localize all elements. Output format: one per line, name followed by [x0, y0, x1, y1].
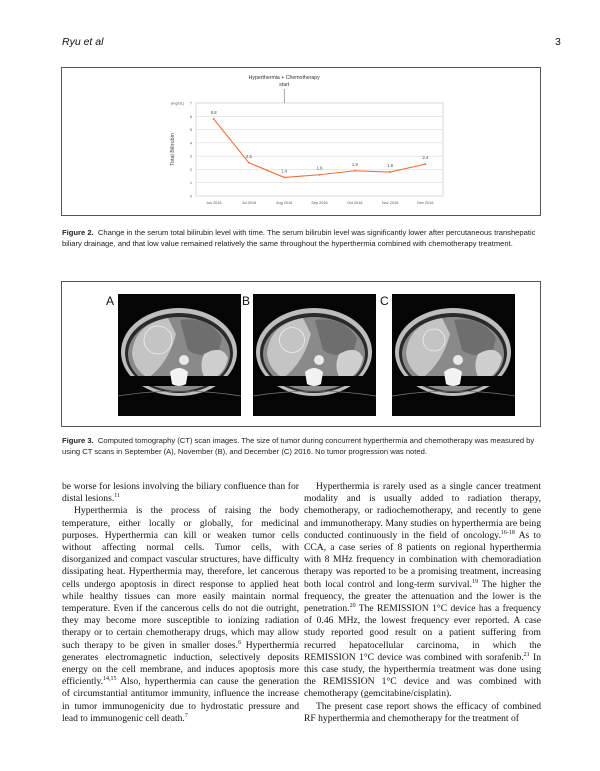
plot-area	[195, 102, 444, 197]
y-tick-label: 2	[190, 168, 192, 172]
data-point	[424, 163, 427, 166]
data-point	[283, 176, 286, 179]
y-unit-label: (mg/dL)	[171, 102, 185, 106]
text-run: Hyperthermia generates electromagnetic i…	[62, 639, 299, 688]
data-point	[353, 169, 356, 172]
x-tick-label: Oct 2016	[347, 201, 362, 205]
x-tick-label: Jun 2016	[206, 201, 222, 205]
text-run: The present case report shows the effica…	[304, 700, 541, 724]
caption-label: Figure 2.	[62, 228, 94, 237]
caption-text: Change in the serum total bilirubin leve…	[62, 228, 536, 248]
y-tick-label: 3	[190, 155, 192, 159]
data-point	[212, 118, 215, 120]
panel-label-c: C	[380, 294, 389, 308]
text-run: Also, hyperthermia can cause the generat…	[62, 676, 299, 724]
paragraph: be worse for lesions involving the bilia…	[62, 481, 299, 505]
y-tick-label: 5	[190, 128, 192, 132]
annotation-line1: Hyperthermia + Chemotherapy	[249, 75, 320, 81]
body-column-right: Hyperthermia is rarely used as a single …	[304, 481, 541, 725]
y-axis-label: Total Bilirubin	[170, 133, 176, 166]
paragraph: The present case report shows the effica…	[304, 701, 541, 725]
text-run: The higher the frequency, the greater th…	[304, 578, 541, 615]
data-label: 2.4	[422, 155, 428, 160]
x-tick-label: Dec 2016	[417, 201, 433, 205]
caption-text: Computed tomography (CT) scan images. Th…	[62, 436, 535, 456]
citation-superscript: 20	[349, 603, 356, 610]
text-run: The REMISSION 1°C device has a frequency…	[304, 603, 541, 663]
body-column-left: be worse for lesions involving the bilia…	[62, 481, 299, 725]
data-label: 5.8	[211, 110, 217, 115]
data-point	[318, 173, 321, 176]
running-title: Ryu et al	[62, 36, 104, 48]
ct-scan-image-c	[392, 294, 515, 416]
data-point	[248, 161, 250, 164]
bilirubin-line-chart: 0 1 2 3 4 5 6 7 (mg/dL) Total Bilirubin Jun 2016 Ju…	[170, 75, 444, 205]
figure-3-box: A B C	[61, 281, 541, 427]
data-label: 1.6	[317, 166, 323, 171]
annotation-line2: start	[279, 82, 290, 88]
data-label: 1.4	[281, 168, 287, 173]
text-run: As to CCA, a case series of 8 patients o…	[304, 529, 541, 590]
paragraph: Hyperthermia is the process of raising t…	[62, 505, 299, 725]
citation-superscript: 7	[184, 712, 188, 719]
y-tick-label: 4	[190, 141, 192, 145]
citation-superscript: 21	[523, 651, 530, 658]
citation-superscript: 16-18	[500, 529, 515, 536]
text-run: Hyperthermia is rarely used as a single …	[304, 481, 541, 541]
y-tick-label: 0	[190, 195, 192, 199]
y-tick-label: 6	[190, 115, 192, 119]
x-tick-label: Aug 2016	[276, 201, 292, 205]
data-label: 1.9	[352, 162, 358, 167]
y-tick-label: 7	[190, 102, 192, 106]
x-tick-label: Sep 2016	[311, 201, 327, 205]
figure-2-box: 0 1 2 3 4 5 6 7 (mg/dL) Total Bilirubin Jun 2016 Ju…	[61, 67, 541, 216]
panel-label-b: B	[242, 294, 251, 308]
citation-superscript: 6	[238, 639, 242, 646]
y-tick-label: 1	[190, 181, 192, 185]
citation-superscript: 11	[114, 493, 121, 500]
ct-scan-image-a	[118, 294, 241, 416]
panel-label-a: A	[106, 294, 115, 308]
figure-3-caption: Figure 3. Computed tomography (CT) scan …	[62, 436, 540, 457]
text-run: Hyperthermia is the process of raising t…	[62, 505, 299, 651]
data-label: 2.5	[246, 154, 252, 159]
x-tick-label: Jul 2016	[242, 201, 256, 205]
paragraph: Hyperthermia is rarely used as a single …	[304, 481, 541, 701]
citation-superscript: 19	[471, 578, 478, 585]
caption-label: Figure 3.	[62, 436, 94, 445]
x-tick-label: Nov 2016	[382, 201, 398, 205]
page-number: 3	[555, 36, 561, 48]
text-run: In this case study, the hyperthermia tre…	[304, 651, 541, 700]
ct-scan-image-b	[253, 294, 376, 416]
data-point	[389, 171, 391, 173]
data-label: 1.8	[387, 163, 393, 168]
figure-2-caption: Figure 2. Change in the serum total bili…	[62, 228, 540, 249]
text-run: be worse for lesions involving the bilia…	[62, 481, 299, 505]
citation-superscript: 14,15	[103, 676, 117, 683]
